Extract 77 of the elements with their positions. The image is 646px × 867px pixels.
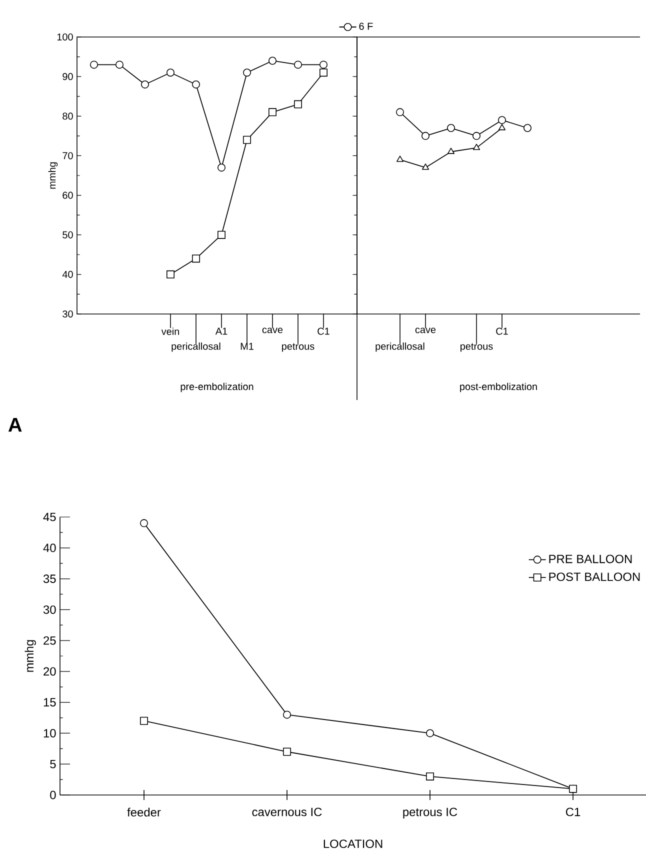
y-tick-label: 70 bbox=[62, 152, 73, 160]
point bbox=[447, 148, 455, 154]
point bbox=[166, 270, 174, 278]
y-tick-label: 40 bbox=[62, 270, 73, 278]
point bbox=[422, 164, 430, 170]
point bbox=[116, 60, 124, 69]
y-tick-label: 10 bbox=[44, 728, 56, 738]
y-axis-title: mmhg bbox=[24, 640, 36, 672]
x-tick-label: cavernous IC bbox=[252, 808, 322, 816]
point bbox=[472, 132, 480, 140]
x-tick-label: petrous IC bbox=[403, 808, 458, 819]
point bbox=[447, 124, 455, 132]
point bbox=[320, 68, 328, 77]
y-tick-label: 30 bbox=[62, 310, 73, 318]
y-tick-label: 35 bbox=[43, 574, 56, 583]
legend-label: POST BALLOON bbox=[549, 572, 640, 582]
y-tick-label: 45 bbox=[43, 512, 56, 522]
point bbox=[218, 164, 226, 172]
x-axis-title: LOCATION bbox=[324, 840, 382, 848]
point bbox=[426, 772, 434, 780]
point bbox=[498, 116, 506, 124]
x-tick-label: vein bbox=[161, 328, 179, 336]
point bbox=[90, 60, 98, 69]
point bbox=[426, 729, 434, 738]
point bbox=[140, 519, 148, 528]
x-tick-label: M1 bbox=[240, 342, 254, 350]
point bbox=[268, 108, 276, 116]
point bbox=[243, 68, 251, 77]
point bbox=[141, 80, 149, 88]
point bbox=[218, 230, 226, 239]
x-tick-label: pericallosal bbox=[172, 342, 220, 352]
x-tick-label: feeder bbox=[127, 808, 161, 816]
point bbox=[472, 144, 480, 150]
point bbox=[524, 124, 532, 132]
y-tick-label: 5 bbox=[50, 760, 56, 768]
point bbox=[192, 254, 200, 263]
point bbox=[192, 80, 200, 88]
point bbox=[422, 132, 430, 140]
x-tick-label: pericallosal bbox=[376, 342, 424, 352]
y-tick-label: 0 bbox=[50, 790, 56, 800]
y-tick-label: 80 bbox=[62, 112, 73, 120]
point bbox=[569, 784, 578, 793]
y-tick-label: 90 bbox=[62, 73, 73, 80]
x-tick-label: cave bbox=[415, 328, 436, 334]
x-tick-label: C1 bbox=[496, 328, 508, 335]
text: A bbox=[8, 418, 22, 432]
y-tick-label: 30 bbox=[43, 605, 56, 614]
point bbox=[320, 60, 328, 69]
y-tick-label: 60 bbox=[62, 192, 73, 199]
x-tick-label: cave bbox=[262, 328, 283, 334]
legend-label: PRE BALLOON bbox=[549, 554, 632, 564]
y-tick-label: 25 bbox=[44, 636, 56, 645]
y-tick-label: 20 bbox=[44, 667, 56, 676]
point bbox=[268, 56, 276, 65]
point bbox=[294, 100, 302, 108]
x-tick-label: petrous bbox=[282, 343, 314, 352]
x-axis-title: pre-embolization bbox=[180, 382, 254, 392]
x-tick-label: petrous bbox=[460, 343, 493, 352]
point bbox=[283, 710, 292, 719]
legend-label: 6 F bbox=[359, 22, 373, 30]
x-axis-title: post-embolization bbox=[460, 382, 537, 392]
y-axis-title: mmhg bbox=[48, 162, 58, 189]
point bbox=[396, 156, 404, 162]
point bbox=[283, 748, 292, 756]
x-tick-label: A1 bbox=[215, 328, 228, 335]
x-tick-label: C1 bbox=[566, 808, 580, 816]
y-tick-label: 100 bbox=[57, 33, 73, 41]
point bbox=[166, 68, 174, 77]
point bbox=[396, 108, 404, 116]
point bbox=[294, 60, 302, 69]
x-tick-label: C1 bbox=[318, 328, 330, 335]
y-tick-label: 15 bbox=[44, 698, 56, 706]
y-tick-label: 50 bbox=[62, 231, 73, 238]
point bbox=[243, 136, 251, 144]
point bbox=[140, 716, 148, 725]
point bbox=[498, 124, 506, 130]
y-tick-label: 40 bbox=[43, 544, 56, 552]
